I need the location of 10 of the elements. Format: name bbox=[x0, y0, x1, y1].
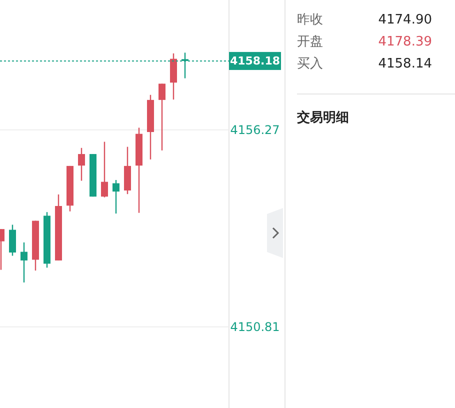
text: 买入 bbox=[297, 56, 323, 72]
y-tick-label: 4156.27 bbox=[230, 122, 280, 137]
y-tick-label: 4150.81 bbox=[230, 320, 280, 334]
text: 4178.39 bbox=[378, 34, 432, 50]
text: 交易明细 bbox=[296, 110, 349, 126]
text: 开盘 bbox=[297, 34, 323, 50]
ref-line-label: 4158.18 bbox=[230, 54, 280, 68]
text: 4158.14 bbox=[378, 56, 432, 72]
text: 昨收 bbox=[297, 12, 323, 28]
text: 4174.90 bbox=[378, 12, 432, 28]
